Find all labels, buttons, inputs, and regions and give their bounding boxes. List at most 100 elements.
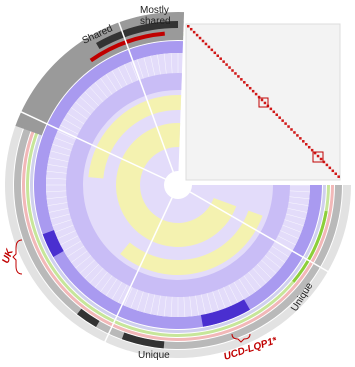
tick [124,287,133,306]
tick [89,86,104,102]
tick [48,157,69,162]
heatmap-cell [257,95,261,99]
heatmap-cell [290,128,293,131]
heatmap-cell [272,110,276,114]
ring-segment [77,308,100,328]
heatmap-cell [231,69,234,72]
tick [63,240,82,252]
tick [117,284,128,303]
heatmap-cell [322,160,326,164]
ring-segment [292,210,328,283]
tick [46,171,67,174]
tick [252,268,267,284]
tick [143,293,150,313]
tick [170,296,173,317]
heatmap-cell [313,151,317,155]
tick [94,271,108,288]
tick [223,287,232,306]
tick [286,213,306,220]
tick [100,275,113,292]
bracket [231,333,251,343]
tick [52,144,72,151]
bracket [12,239,23,275]
label-mostly-shared: shared [140,16,171,27]
heatmap-cell [210,48,214,52]
tick [94,82,108,99]
tick [50,213,70,220]
heatmap-cell [254,92,258,96]
tick [63,118,82,130]
tick [164,53,167,74]
ring-segment [42,230,64,257]
heatmap-cell [195,33,199,37]
label-uk: UK [0,247,16,265]
tick [271,245,289,258]
tick [201,294,206,315]
ring [15,12,185,136]
tick [195,295,199,316]
tick [100,78,113,95]
ring [46,53,311,317]
heatmap-cell [305,143,308,146]
section-divider [117,20,179,186]
tick [157,54,161,75]
tick [282,224,302,233]
section-divider [177,184,330,274]
heatmap-cell [228,66,231,69]
tick [105,278,118,296]
ring-segment [200,299,250,327]
heatmap-cell [248,86,252,90]
heatmap-cell [278,116,281,119]
heatmap-cell [225,63,228,66]
heatmap-cell [328,166,332,170]
tick [288,202,309,206]
heatmap-cell [296,134,299,137]
tick [71,250,88,263]
tick [170,53,173,74]
tick [217,289,226,309]
tick [277,235,296,246]
tick [84,91,99,106]
heatmap-cell [334,172,337,175]
heatmap-cell [316,154,320,158]
tick [280,230,299,239]
heatmap-cell [207,45,211,49]
heatmap-cell [284,122,287,125]
tick [111,70,123,89]
ring [88,94,182,179]
heatmap-cell [219,57,222,60]
heatmap-cell [293,131,296,134]
tick [46,196,67,199]
heatmap-cell [237,75,240,78]
heatmap-cell [198,36,202,40]
tick [248,271,262,288]
tick [206,293,213,313]
heatmap-cell [281,119,284,122]
tick [57,131,76,140]
tick [117,67,128,86]
section-divider [19,110,179,186]
tick [46,177,67,180]
tick [57,230,76,239]
heatmap-cell [287,125,290,128]
tick [60,235,79,246]
heatmap-cell [325,163,329,167]
tick [238,278,251,296]
tick [54,224,74,233]
tick [89,268,104,284]
tick [150,294,155,315]
heatmap-cell [222,60,225,63]
tick [47,164,68,168]
tick [284,219,304,226]
tick [287,208,308,213]
heatmap-cell [269,107,273,111]
tick [71,107,88,120]
heatmap-block [258,97,269,108]
tick [84,264,99,279]
heatmap-cell [192,30,196,34]
tick [289,196,310,199]
tick [261,259,277,274]
ring-segment [89,31,165,63]
tick [75,255,92,269]
